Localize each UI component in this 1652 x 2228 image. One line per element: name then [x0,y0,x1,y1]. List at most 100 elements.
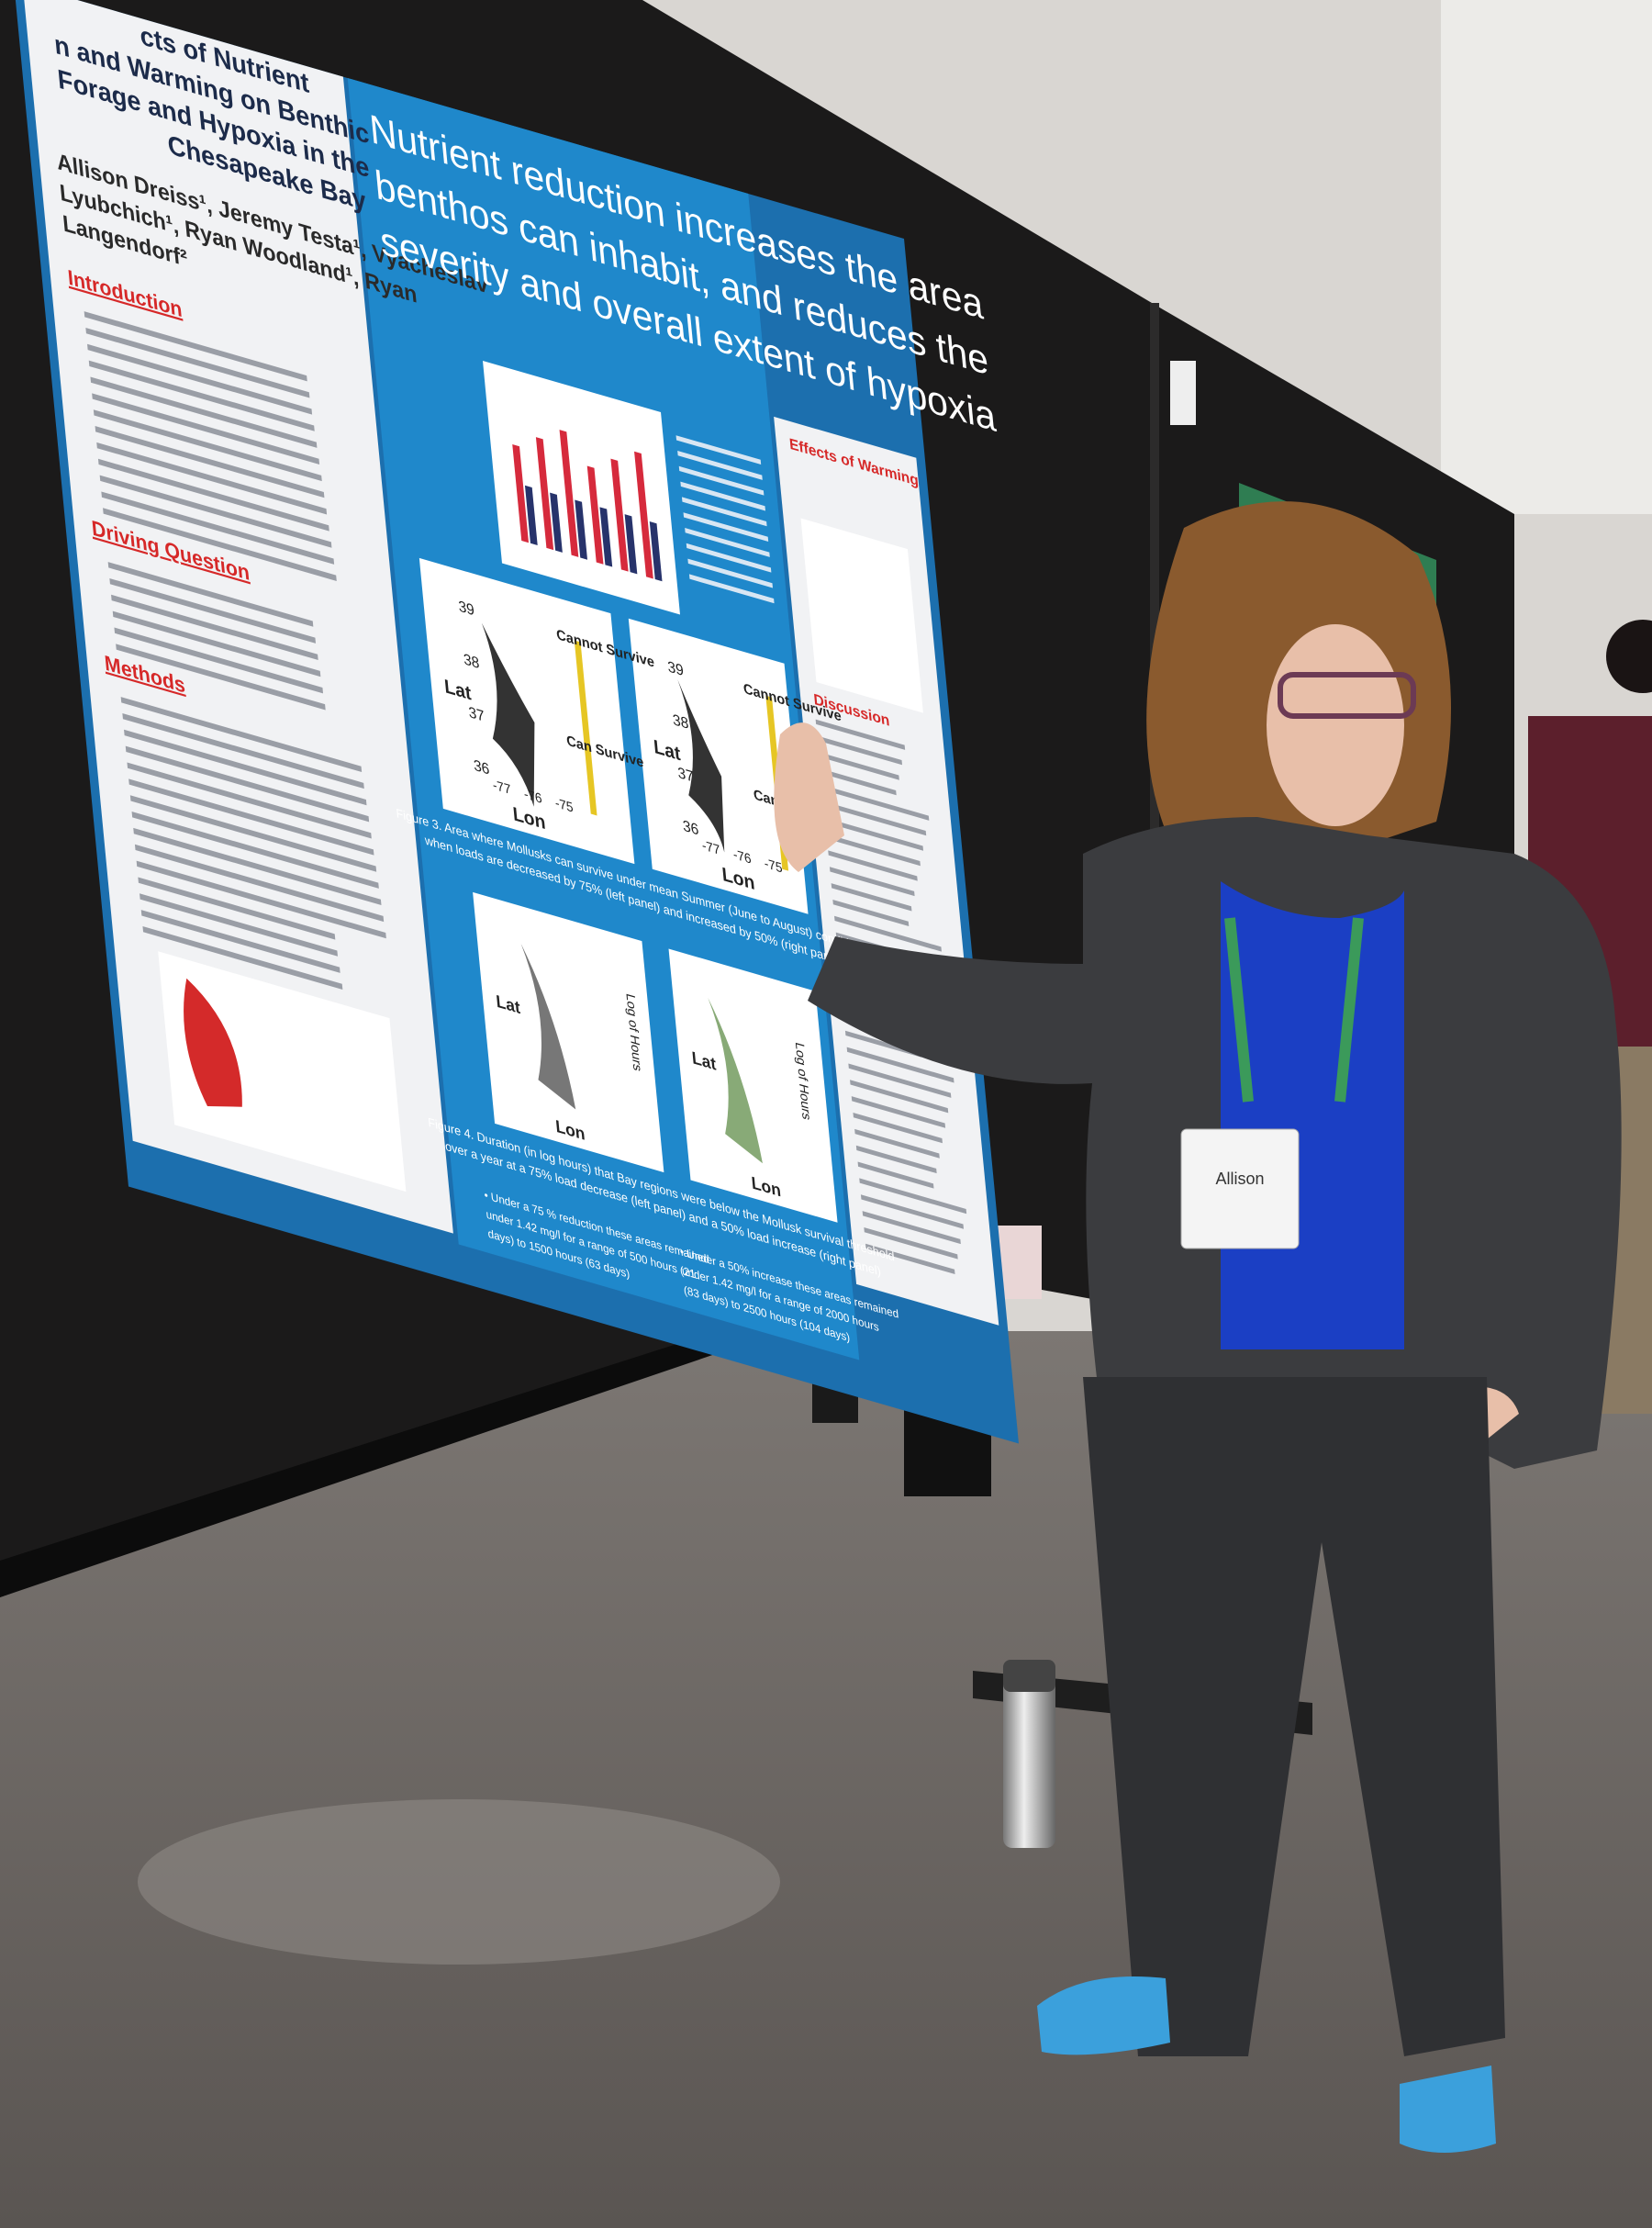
lanyard [1224,917,1364,1103]
body-line [853,1112,943,1144]
body-line [120,697,363,772]
body-line [820,768,897,796]
tick-label: -77 [701,838,720,858]
tick-label: 37 [468,704,486,725]
body-line [844,1030,921,1058]
map-panel [473,891,664,1173]
bar [624,514,638,575]
body-line [829,867,915,897]
body-line [122,712,364,789]
body-line [107,562,314,627]
body-line [848,1063,952,1098]
tick-label: 38 [672,711,689,733]
body-line [677,450,763,480]
body-line [862,1211,961,1245]
body-line [124,729,367,806]
shoe [1037,1976,1170,2055]
body-line [865,1243,955,1275]
body-line [846,1047,954,1083]
body-line [683,512,769,543]
body-line [821,784,930,821]
shoe [1400,2066,1496,2153]
body-line [834,915,942,952]
body-line [832,899,910,926]
tick-label: 38 [463,651,480,672]
body-line [127,762,372,839]
body-line [687,558,774,588]
sign [1170,361,1196,425]
body-line [678,465,765,496]
body-line [686,543,772,573]
bystander-head [1606,620,1652,693]
body-line [96,442,328,515]
body-line [101,491,335,565]
tick-label: -76 [523,787,542,807]
bar [535,437,554,551]
bar [512,443,530,543]
body-line [116,644,326,711]
body-line [112,610,321,677]
body-line [128,778,374,856]
body-line [824,817,924,851]
color-bar [574,640,597,816]
body-line [129,795,377,872]
bay-shape [520,943,576,1110]
body-line [133,827,382,906]
body-line [859,1178,967,1215]
body-line [681,497,767,527]
body-line [826,834,921,867]
tick-label: 39 [667,658,685,679]
figure-1 [158,951,407,1192]
tick-label: -75 [764,856,783,877]
figure-1-map [184,978,242,1107]
body-line [685,527,770,557]
tick-label: -76 [732,847,752,868]
body-line [138,877,336,940]
body-line [125,745,370,823]
badge-name: Allison [1215,1170,1264,1188]
map-panel [668,948,838,1223]
floor-reflection [138,1799,780,1965]
body-line [93,409,322,482]
body-line [688,574,775,604]
body-line [109,577,317,644]
body-line [140,910,340,973]
body-line [140,893,338,957]
body-line [680,481,766,511]
body-line [136,860,386,939]
body-line [823,801,927,836]
figure-warming [800,518,923,713]
body-line [85,327,310,398]
bar [649,521,663,582]
partition-base [0,1267,918,1597]
body-line [815,719,906,750]
face [1267,624,1404,826]
water-bottle [1003,1660,1055,1848]
bar [586,465,604,565]
body-line [860,1194,965,1229]
body-line [97,458,329,532]
body-line [142,925,343,991]
tick-label: 39 [458,598,475,619]
body-line [111,594,318,661]
bay-shape [677,679,725,853]
name-badge [1180,1128,1300,1249]
body-line [134,844,385,923]
bar [524,485,538,546]
bar [634,451,653,579]
body-line [131,812,379,889]
body-line [84,311,307,382]
tick-label: -77 [492,778,511,798]
tick-label: 36 [473,757,490,778]
hand [774,722,844,872]
bar [550,492,563,553]
body-line [675,435,762,465]
body-line [95,426,325,498]
tick-label: -75 [554,796,574,816]
bottle-cap [1003,1660,1055,1692]
glasses [1278,672,1416,719]
body-line [854,1128,940,1159]
